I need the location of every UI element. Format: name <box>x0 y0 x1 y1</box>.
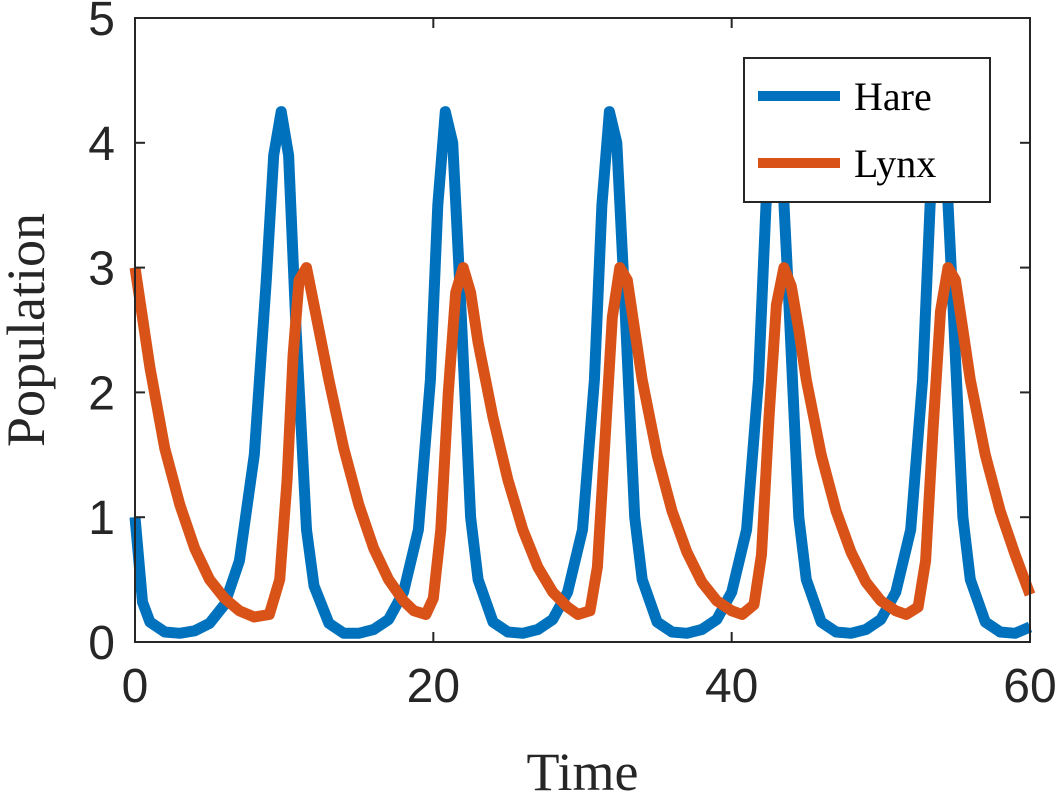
x-tick-label-20: 20 <box>407 660 460 713</box>
y-tick-label-0: 0 <box>88 617 115 670</box>
ticks-layer: 0 20 40 60 0 1 2 3 4 5 <box>88 0 1056 713</box>
y-tick-label-2: 2 <box>88 367 115 420</box>
x-tick-label-60: 60 <box>1003 660 1056 713</box>
x-tick-label-0: 0 <box>122 660 149 713</box>
legend: Hare Lynx <box>743 57 991 203</box>
y-tick-label-4: 4 <box>88 118 115 171</box>
y-tick-label-3: 3 <box>88 243 115 296</box>
y-axis-title: Population <box>0 213 56 447</box>
legend-box <box>743 57 991 203</box>
y-tick-label-1: 1 <box>88 492 115 545</box>
x-tick-label-40: 40 <box>705 660 758 713</box>
plot-frame <box>134 17 1031 643</box>
series-layer <box>129 106 1036 639</box>
y-tick-label-5: 5 <box>88 0 115 46</box>
x-axis-title: Time <box>526 742 638 795</box>
legend-label-hare: Hare <box>854 74 932 119</box>
legend-label-lynx: Lynx <box>854 141 936 186</box>
series-line-lynx <box>129 262 1036 623</box>
